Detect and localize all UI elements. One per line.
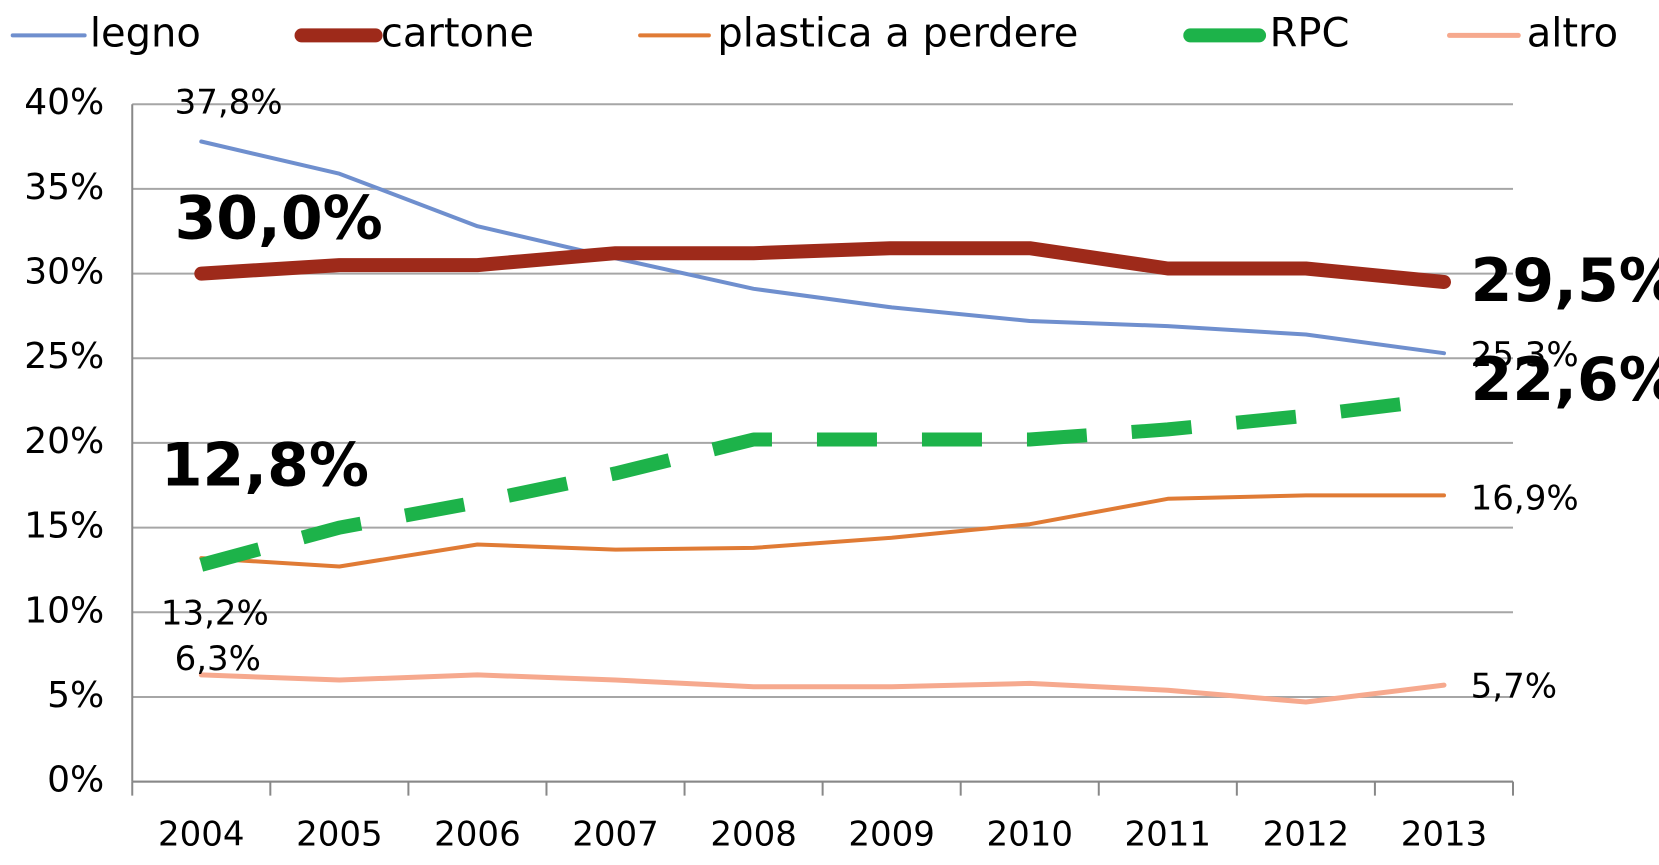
- y-tick-label: 10%: [24, 590, 104, 631]
- series-line: [199, 493, 1446, 569]
- legend-label: cartone: [381, 10, 534, 56]
- legend-label: altro: [1527, 10, 1618, 56]
- value-label: 30,0%: [175, 184, 383, 254]
- x-tick-label: 2011: [1125, 814, 1212, 854]
- y-tick-label: 20%: [24, 421, 104, 462]
- y-tick-label: 30%: [24, 252, 104, 293]
- y-tick-label: 5%: [47, 675, 104, 716]
- series-line: [199, 139, 1446, 356]
- x-tick-label: 2013: [1401, 814, 1488, 854]
- x-tick-label: 2006: [434, 814, 521, 854]
- value-label: 16,9%: [1471, 479, 1579, 519]
- series-line: [198, 672, 1447, 705]
- y-tick-label: 35%: [24, 167, 104, 208]
- legend-label: legno: [90, 10, 201, 56]
- y-tick-label: 0%: [47, 760, 104, 801]
- series-line: [199, 391, 1445, 572]
- series-line: [194, 241, 1451, 289]
- value-label: 6,3%: [175, 639, 261, 679]
- value-label: 13,2%: [161, 593, 269, 633]
- value-label: 37,8%: [175, 83, 283, 123]
- x-tick-label: 2004: [158, 814, 245, 854]
- y-tick-label: 15%: [24, 506, 104, 547]
- x-tick-label: 2005: [296, 814, 383, 854]
- x-tick-label: 2008: [710, 814, 797, 854]
- legend-label: plastica a perdere: [717, 10, 1078, 56]
- value-label: 25,3%: [1471, 335, 1579, 375]
- x-tick-label: 2012: [1263, 814, 1350, 854]
- x-tick-label: 2010: [986, 814, 1073, 854]
- y-tick-label: 40%: [24, 82, 104, 123]
- value-label: 29,5%: [1471, 246, 1659, 316]
- value-label: 5,7%: [1471, 666, 1557, 706]
- value-label: 12,8%: [161, 431, 369, 501]
- x-tick-label: 2007: [572, 814, 659, 854]
- legend-label: RPC: [1270, 10, 1350, 56]
- y-tick-label: 25%: [24, 336, 104, 377]
- value-label: 22,6%: [1471, 345, 1659, 415]
- x-tick-label: 2009: [848, 814, 935, 854]
